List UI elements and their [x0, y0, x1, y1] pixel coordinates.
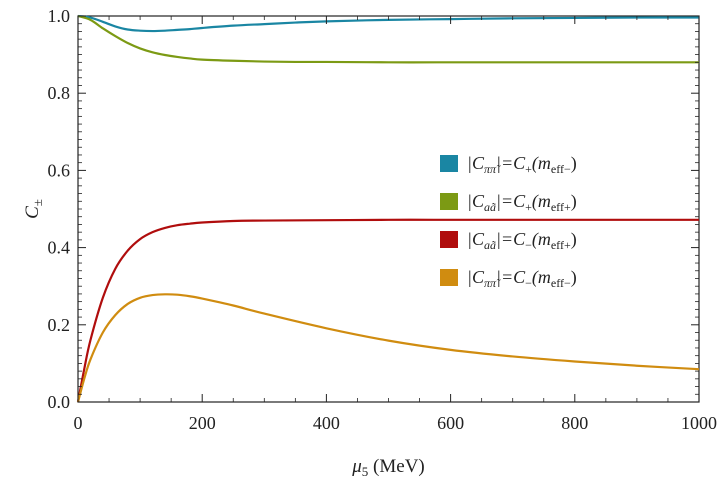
series-line-cpipi-plus: [77, 14, 700, 33]
y-tick-label: 0.8: [48, 83, 71, 103]
x-axis-title: μ5 (MeV): [351, 456, 425, 479]
legend-item-cpipi-plus: |Cππ̃|=C+(meff−): [440, 153, 577, 176]
x-tick-label: 400: [313, 413, 340, 433]
legend-label: |Cππ̃|=C+(meff−): [467, 153, 577, 176]
series-line-caa-plus: [77, 14, 700, 64]
y-tick-label: 0.6: [48, 160, 71, 180]
x-tick-label: 600: [437, 413, 464, 433]
legend-swatch: [440, 193, 458, 210]
y-tick-label: 0.2: [48, 315, 71, 335]
ticks-group: 0 200 400 600 800 1000 0.0 0.2 0.4 0.6 0.8 1.0: [48, 6, 718, 433]
y-tick-label: 0.4: [48, 238, 71, 258]
x-tick-label: 800: [561, 413, 588, 433]
y-axis-title: C±: [22, 199, 45, 219]
legend-swatch: [440, 231, 458, 248]
legend-label: |Cππ̃|=C−(meff−): [467, 267, 577, 290]
y-tick-label: 0.0: [48, 392, 71, 412]
y-tick-label: 1.0: [48, 6, 71, 26]
legend-swatch: [440, 155, 458, 172]
legend-label: |Caã|=C−(meff+): [467, 229, 577, 252]
plot-frame: [77, 15, 700, 403]
axis-titles: μ5 (MeV) C±: [22, 199, 425, 479]
legend-label: |Caã|=C+(meff+): [467, 191, 577, 214]
legend-item-caa-minus: |Caã|=C−(meff+): [440, 229, 577, 252]
legend-item-cpipi-minus: |Cππ̃|=C−(meff−): [440, 267, 577, 290]
legend: |Cππ̃|=C+(meff−) |Caã|=C+(meff+) |Caã|=C…: [440, 153, 577, 290]
x-tick-label: 200: [189, 413, 216, 433]
series-line-cpipi-minus: [76, 293, 700, 403]
series-group: [76, 14, 700, 403]
series-line-caa-minus: [76, 218, 699, 403]
plot-frame-group: [77, 15, 700, 403]
x-tick-label: 0: [74, 413, 83, 433]
legend-item-caa-plus: |Caã|=C+(meff+): [440, 191, 577, 214]
legend-swatch: [440, 269, 458, 286]
x-tick-label: 1000: [681, 413, 717, 433]
